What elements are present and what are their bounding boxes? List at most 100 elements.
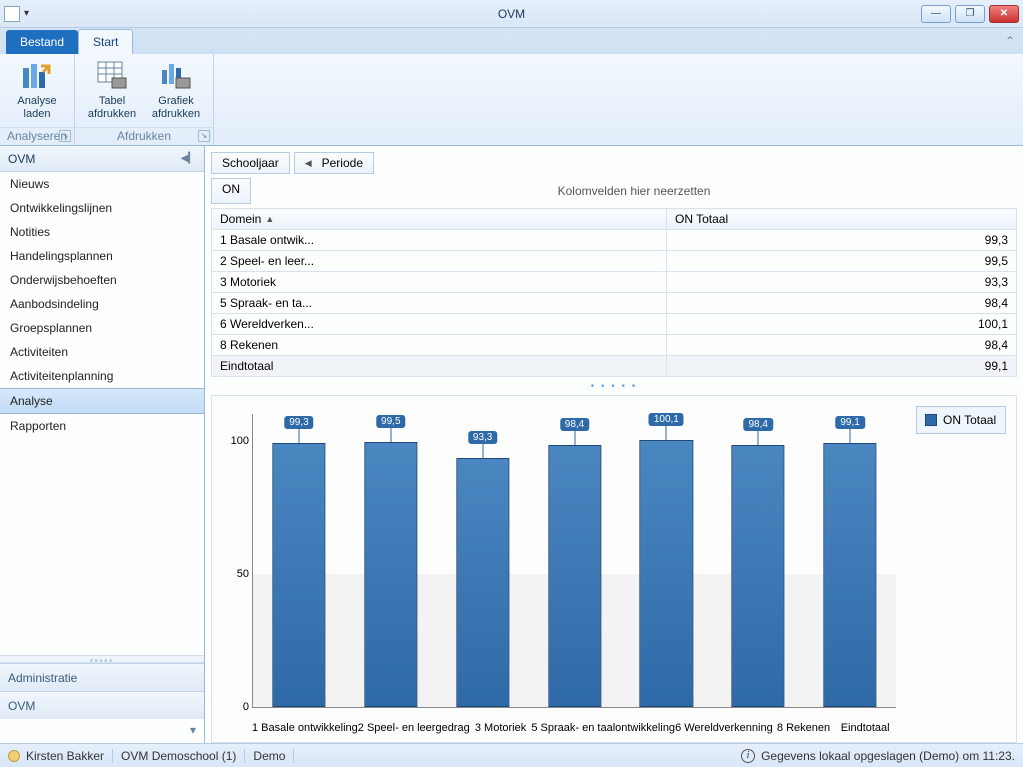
- sidebar-item-nieuws[interactable]: Nieuws: [0, 172, 204, 196]
- on-totaal-header[interactable]: ON Totaal: [667, 209, 1017, 230]
- sidebar-item-notities[interactable]: Notities: [0, 220, 204, 244]
- title-bar: ▾ OVM — ❐ ✕: [0, 0, 1023, 28]
- status-school: OVM Demoschool (1): [121, 749, 236, 763]
- grafiek-afdrukken-button[interactable]: Grafiekafdrukken: [145, 58, 207, 123]
- column-drop-area[interactable]: Kolomvelden hier neerzetten: [251, 178, 1017, 204]
- y-tick: 100: [219, 435, 249, 447]
- sidebar-item-aanbodsindeling[interactable]: Aanbodsindeling: [0, 292, 204, 316]
- splitter-dots[interactable]: • • • • •: [211, 381, 1017, 391]
- sidebar-header: OVM ◀▎: [0, 146, 204, 172]
- sidebar-pin-icon[interactable]: ◀▎: [181, 153, 196, 164]
- user-icon: [8, 750, 20, 762]
- sidebar-item-activiteitenplanning[interactable]: Activiteitenplanning: [0, 364, 204, 388]
- bar[interactable]: [732, 445, 785, 707]
- tabel-afdrukken-button[interactable]: Tabelafdrukken: [81, 58, 143, 123]
- ribbon-group-afdrukken: Tabelafdrukken Grafiekafdrukken Afdrukke…: [75, 54, 214, 145]
- sidebar-nav-list: NieuwsOntwikkelingslijnenNotitiesHandeli…: [0, 172, 204, 655]
- chart-legend: ON Totaal: [906, 396, 1016, 742]
- status-user: Kirsten Bakker: [26, 749, 104, 763]
- ribbon-collapse-icon[interactable]: ⌃: [1005, 34, 1015, 48]
- table-row-total[interactable]: Eindtotaal99,1: [212, 356, 1017, 377]
- table-row[interactable]: 1 Basale ontwik...99,3: [212, 230, 1017, 251]
- bar-value-label: 99,5: [376, 415, 405, 428]
- table-print-icon: [96, 60, 128, 92]
- quick-access-dropdown[interactable]: ▾: [24, 8, 29, 19]
- sidebar-item-handelingsplannen[interactable]: Handelingsplannen: [0, 244, 204, 268]
- table-row[interactable]: 8 Rekenen98,4: [212, 335, 1017, 356]
- bar-slot: 98,4: [529, 414, 621, 707]
- sort-ascending-icon: ▲: [265, 214, 274, 224]
- bar-value-label: 93,3: [468, 431, 497, 444]
- sidebar-item-onderwijsbehoeften[interactable]: Onderwijsbehoeften: [0, 268, 204, 292]
- x-axis-label: 2 Speel- en leergedrag: [358, 722, 470, 734]
- tab-start[interactable]: Start: [78, 29, 133, 54]
- sidebar-item-activiteiten[interactable]: Activiteiten: [0, 340, 204, 364]
- tab-bestand[interactable]: Bestand: [6, 30, 78, 54]
- x-axis-label: 5 Spraak- en taalontwikkeling: [531, 722, 675, 734]
- tabel-afdrukken-label: Tabelafdrukken: [81, 95, 143, 121]
- ribbon: Analyseladen Analyseren ↘ Tabelafdrukken…: [0, 54, 1023, 146]
- analyse-laden-button[interactable]: Analyseladen: [6, 58, 68, 123]
- legend-swatch: [925, 414, 937, 426]
- domein-header[interactable]: Domein ▲: [212, 209, 667, 230]
- bar[interactable]: [364, 442, 417, 707]
- analyse-laden-label: Analyseladen: [6, 95, 68, 121]
- chart-print-icon: [160, 60, 192, 92]
- info-icon: i: [741, 749, 755, 763]
- minimize-button[interactable]: —: [921, 5, 951, 23]
- sidebar-item-rapporten[interactable]: Rapporten: [0, 414, 204, 438]
- sidebar: OVM ◀▎ NieuwsOntwikkelingslijnenNotities…: [0, 146, 205, 743]
- bar[interactable]: [548, 445, 601, 707]
- bar[interactable]: [640, 440, 693, 707]
- bar[interactable]: [823, 443, 876, 707]
- x-axis-label: 3 Motoriek: [470, 722, 532, 734]
- legend-label: ON Totaal: [943, 413, 996, 427]
- maximize-button[interactable]: ❐: [955, 5, 985, 23]
- table-row[interactable]: 3 Motoriek93,3: [212, 272, 1017, 293]
- sidebar-header-label: OVM: [8, 152, 35, 166]
- chart-panel: 05010099,399,593,398,4100,198,499,1 1 Ba…: [211, 395, 1017, 743]
- bar[interactable]: [272, 443, 325, 707]
- on-label: ON: [222, 182, 240, 196]
- table-row[interactable]: 5 Spraak- en ta...98,4: [212, 293, 1017, 314]
- sidebar-item-groepsplannen[interactable]: Groepsplannen: [0, 316, 204, 340]
- bar-slot: 98,4: [712, 414, 804, 707]
- sidebar-overflow-icon[interactable]: ▾: [0, 719, 204, 743]
- bar-slot: 99,5: [345, 414, 437, 707]
- analyse-laden-icon: [21, 60, 53, 92]
- bar-value-label: 98,4: [560, 418, 589, 431]
- sidebar-panel-ovm[interactable]: OVM: [0, 691, 204, 719]
- bar-value-label: 99,3: [284, 416, 313, 429]
- bar-value-label: 100,1: [649, 413, 684, 426]
- sidebar-item-analyse[interactable]: Analyse: [0, 388, 204, 414]
- table-row[interactable]: 6 Wereldverken...100,1: [212, 314, 1017, 335]
- grafiek-afdrukken-label: Grafiekafdrukken: [145, 95, 207, 121]
- periode-field[interactable]: Periode: [294, 152, 374, 174]
- legend-item[interactable]: ON Totaal: [916, 406, 1006, 434]
- app-icon: [4, 6, 20, 22]
- afdrukken-launcher-icon[interactable]: ↘: [198, 130, 210, 142]
- sidebar-panel-administratie[interactable]: Administratie: [0, 663, 204, 691]
- table-row[interactable]: 2 Speel- en leer...99,5: [212, 251, 1017, 272]
- bar[interactable]: [456, 458, 509, 707]
- ribbon-group-analyseren: Analyseladen Analyseren ↘: [0, 54, 75, 145]
- schooljaar-field[interactable]: Schooljaar: [211, 152, 290, 174]
- domein-header-label: Domein: [220, 212, 261, 226]
- on-field[interactable]: ON: [211, 178, 251, 204]
- bar-slot: 99,3: [253, 414, 345, 707]
- sidebar-item-ontwikkelingslijnen[interactable]: Ontwikkelingslijnen: [0, 196, 204, 220]
- close-button[interactable]: ✕: [989, 5, 1019, 23]
- analyseren-launcher-icon[interactable]: ↘: [59, 130, 71, 142]
- x-axis-label: Eindtotaal: [834, 722, 896, 734]
- bar-value-label: 99,1: [835, 416, 864, 429]
- x-axis-label: 6 Wereldverkenning: [675, 722, 773, 734]
- sidebar-resize-grip[interactable]: ▪▪▪▪▪: [0, 655, 204, 663]
- x-axis-label: 8 Rekenen: [773, 722, 835, 734]
- status-mode: Demo: [253, 749, 285, 763]
- x-axis-label: 1 Basale ontwikkeling: [252, 722, 358, 734]
- y-tick: 50: [219, 568, 249, 580]
- chart-area: 05010099,399,593,398,4100,198,499,1 1 Ba…: [212, 396, 906, 742]
- content-area: Schooljaar Periode ON Kolomvelden hier n…: [205, 146, 1023, 743]
- status-bar: Kirsten Bakker OVM Demoschool (1) Demo i…: [0, 743, 1023, 767]
- schooljaar-label: Schooljaar: [222, 156, 279, 170]
